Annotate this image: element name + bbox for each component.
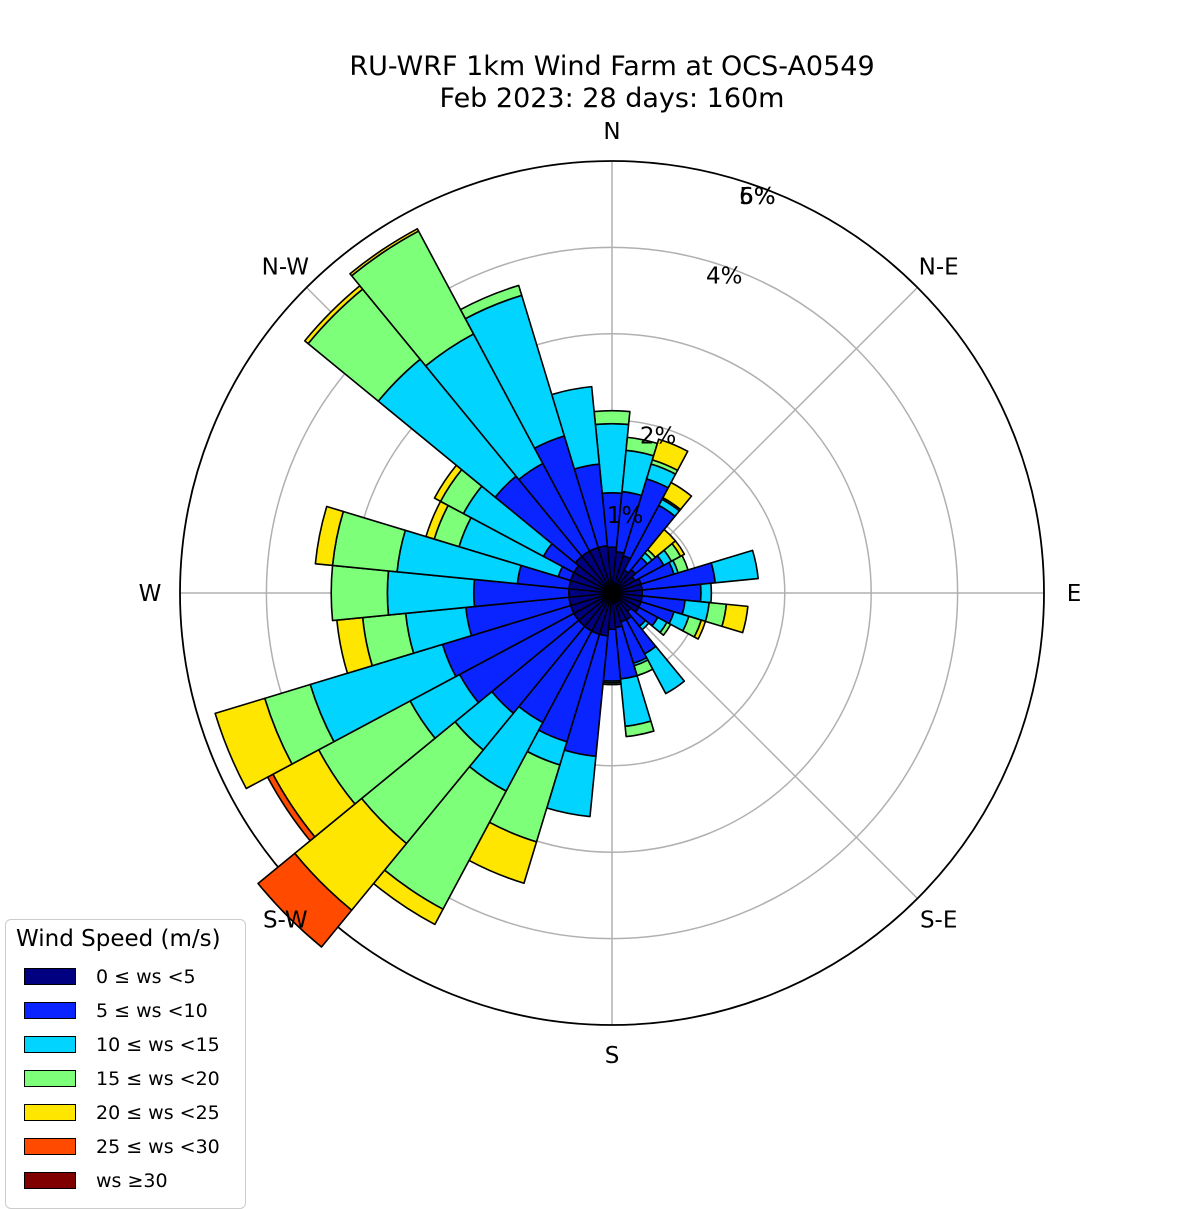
legend-label: 10 ≤ ws <15 bbox=[96, 1034, 220, 1056]
direction-label: N-E bbox=[919, 254, 959, 280]
legend-swatch bbox=[24, 1002, 76, 1019]
chart-subtitle: Feb 2023: 28 days: 160m bbox=[440, 83, 785, 114]
legend: Wind Speed (m/s) 0 ≤ ws <5 5 ≤ ws <10 10 ≤… bbox=[5, 919, 246, 1209]
direction-label: S bbox=[605, 1043, 620, 1069]
wind-bar-segment bbox=[721, 603, 749, 634]
ring-gridline bbox=[265, 246, 959, 940]
wind-bar-segment bbox=[662, 481, 693, 511]
wind-bar-segment bbox=[349, 227, 420, 277]
legend-label: 25 ≤ ws <30 bbox=[96, 1136, 220, 1158]
radial-tick-label: 2% bbox=[640, 423, 677, 449]
legend-label: 15 ≤ ws <20 bbox=[96, 1068, 220, 1090]
wind-bar-segment bbox=[710, 549, 759, 584]
wind-bar-segment bbox=[624, 720, 655, 738]
legend-label: 20 ≤ ws <25 bbox=[96, 1102, 220, 1124]
legend-swatch bbox=[24, 1104, 76, 1121]
radial-tick-label: 4% bbox=[706, 264, 743, 290]
radial-tick-label: 1% bbox=[607, 503, 644, 529]
wind-bar-segment bbox=[331, 510, 407, 573]
wind-bar-segment bbox=[602, 681, 622, 686]
radial-gridline bbox=[611, 592, 919, 900]
legend-label: ws ≥30 bbox=[96, 1170, 168, 1192]
wind-bars bbox=[214, 227, 759, 948]
wind-bar-segment bbox=[619, 674, 652, 728]
wind-bar-segment bbox=[693, 619, 707, 640]
chart-title: RU-WRF 1km Wind Farm at OCS-A0549 bbox=[349, 51, 874, 82]
wind-bar-segment bbox=[593, 409, 631, 426]
polar-labels: N N-E E S-E S S-W W N-W 1% 2% 4% 5%6% bbox=[139, 119, 1082, 1069]
legend-swatch bbox=[24, 1036, 76, 1053]
radial-tick-label: 5% bbox=[739, 184, 776, 210]
wind-bar-segment bbox=[643, 645, 686, 695]
wind-bar-segment bbox=[651, 438, 689, 472]
direction-label: N-W bbox=[262, 254, 309, 280]
direction-label: S-W bbox=[263, 908, 308, 934]
radial-tick-label: 6% bbox=[739, 184, 776, 210]
legend-label: 5 ≤ ws <10 bbox=[96, 1000, 208, 1022]
wind-bar-segment bbox=[551, 385, 601, 470]
wind-bar-segment bbox=[659, 621, 672, 637]
legend-swatch bbox=[24, 1138, 76, 1155]
wind-bar-segment bbox=[671, 540, 686, 558]
legend-swatch bbox=[24, 1070, 76, 1087]
direction-label: W bbox=[139, 581, 162, 607]
wind-bar-segment bbox=[459, 284, 523, 320]
legend-title: Wind Speed (m/s) bbox=[16, 926, 221, 952]
wind-bar-segment bbox=[330, 564, 390, 622]
legend-swatch bbox=[24, 968, 76, 985]
wind-bar-segment bbox=[699, 582, 713, 604]
outer-frame bbox=[179, 160, 1045, 1026]
wind-bar-segment bbox=[314, 505, 345, 567]
legend-label: 0 ≤ ws <5 bbox=[96, 966, 196, 988]
direction-label: E bbox=[1067, 581, 1082, 607]
legend-swatch bbox=[24, 1172, 76, 1189]
wind-bar-segment bbox=[257, 852, 353, 948]
wind-bar-segment bbox=[214, 697, 293, 790]
direction-label: N bbox=[603, 119, 620, 145]
direction-label: S-E bbox=[920, 908, 957, 934]
